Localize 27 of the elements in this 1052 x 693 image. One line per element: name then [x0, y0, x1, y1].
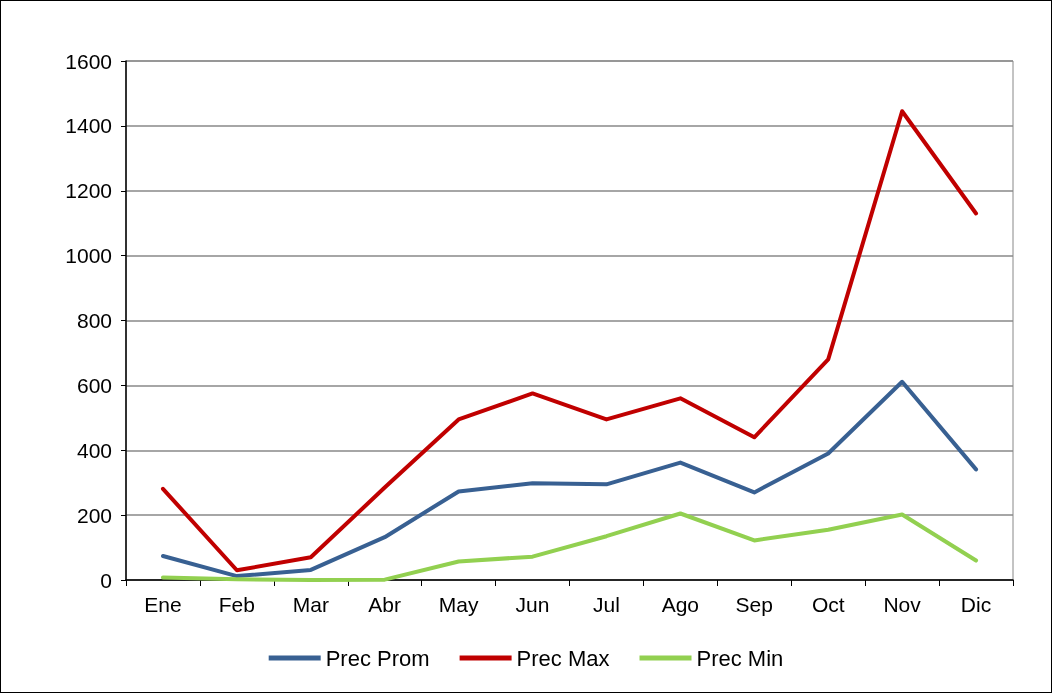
y-tick-label: 1200	[65, 179, 112, 203]
x-tick-label: Feb	[218, 593, 255, 616]
x-tick-label: Jul	[593, 593, 620, 616]
x-tick-label: Dic	[960, 593, 992, 616]
line-series	[160, 109, 979, 573]
y-tick-label: 1000	[65, 244, 112, 268]
legend-label: Prec Min	[696, 645, 784, 671]
x-tick-label: Nov	[883, 593, 922, 616]
x-tick-label: Sep	[735, 593, 773, 616]
y-tick-label: 400	[76, 438, 112, 462]
x-tick-label: May	[438, 593, 479, 616]
x-tick-label: Abr	[368, 593, 402, 616]
y-tick-label: 200	[76, 503, 112, 527]
x-tick-label: Ago	[661, 593, 700, 616]
legend-label: Prec Max	[516, 645, 610, 671]
line-series	[160, 511, 979, 582]
y-tick-label: 1600	[65, 49, 112, 73]
y-tick-label: 600	[76, 373, 112, 397]
y-tick-label: 1400	[65, 114, 112, 138]
x-tick-label: Ene	[144, 593, 182, 616]
x-tick-label: Mar	[292, 593, 329, 616]
line-series	[160, 379, 979, 579]
legend-label: Prec Prom	[325, 645, 430, 671]
x-tick-label: Oct	[811, 593, 845, 616]
y-tick-label: 800	[76, 309, 112, 332]
y-tick-label: 0	[100, 568, 112, 592]
x-tick-label: Jun	[515, 593, 550, 616]
